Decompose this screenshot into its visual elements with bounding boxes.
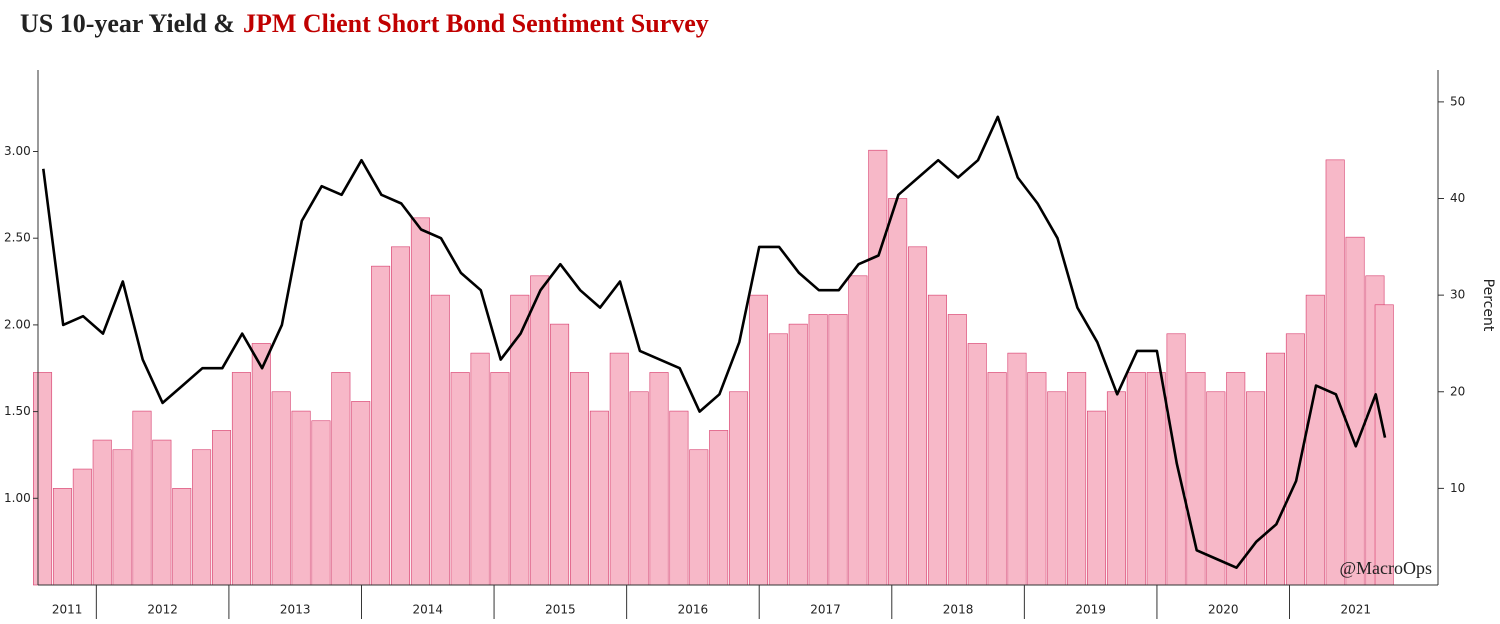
bar bbox=[1266, 352, 1286, 586]
bar bbox=[569, 372, 589, 586]
y2-axis-label: Percent bbox=[1480, 279, 1496, 332]
y2-tick-label: 40 bbox=[1450, 191, 1465, 205]
bar bbox=[649, 372, 669, 586]
x-tick-label: 2019 bbox=[1075, 603, 1106, 617]
title-part: JPM Client Short Bond Sentiment Survey bbox=[243, 9, 709, 38]
bar bbox=[947, 314, 967, 586]
bar bbox=[888, 198, 908, 586]
bar bbox=[351, 401, 371, 586]
bar bbox=[391, 246, 411, 586]
bar bbox=[251, 343, 271, 586]
yield-line bbox=[42, 115, 1387, 569]
y2-tick-label: 20 bbox=[1450, 384, 1465, 398]
chart-title: US 10-year Yield & JPM Client Short Bond … bbox=[20, 9, 709, 38]
bar bbox=[510, 294, 530, 586]
bar bbox=[868, 149, 888, 586]
annotation: @MacroOps bbox=[1339, 558, 1432, 578]
bar bbox=[291, 410, 311, 586]
x-tick-label: 2012 bbox=[147, 603, 178, 617]
x-tick-label: 2018 bbox=[943, 603, 974, 617]
bar bbox=[808, 314, 828, 586]
bar bbox=[490, 372, 510, 586]
bar bbox=[589, 410, 609, 586]
y-tick-label: 3.00 bbox=[4, 144, 31, 158]
bar bbox=[1047, 391, 1067, 586]
bar bbox=[609, 352, 629, 586]
bar bbox=[550, 323, 570, 586]
x-tick-label: 2020 bbox=[1208, 603, 1239, 617]
bar bbox=[927, 294, 947, 586]
bar bbox=[72, 468, 92, 586]
bar bbox=[132, 410, 152, 586]
bar bbox=[92, 439, 112, 586]
bar bbox=[848, 275, 868, 586]
x-tick-label: 2013 bbox=[280, 603, 311, 617]
bar bbox=[1027, 372, 1047, 586]
title-part: US 10-year Yield & bbox=[20, 9, 235, 38]
bar bbox=[331, 372, 351, 586]
bar bbox=[1246, 391, 1266, 586]
bar bbox=[530, 275, 550, 586]
bar bbox=[1226, 372, 1246, 586]
bar bbox=[1325, 159, 1345, 586]
bar bbox=[192, 449, 212, 586]
bar bbox=[410, 217, 430, 586]
bar bbox=[33, 372, 53, 586]
bar bbox=[470, 352, 490, 586]
y-tick-label: 1.50 bbox=[4, 404, 31, 418]
bar bbox=[1007, 352, 1027, 586]
bar bbox=[788, 323, 808, 586]
bar bbox=[967, 343, 987, 586]
bar bbox=[311, 420, 331, 586]
bar bbox=[430, 294, 450, 586]
y-tick-label: 1.00 bbox=[4, 491, 31, 505]
bar bbox=[669, 410, 689, 586]
bar bbox=[828, 314, 848, 586]
bar bbox=[152, 439, 172, 586]
bar bbox=[371, 265, 391, 586]
bar bbox=[212, 430, 232, 586]
bar bbox=[1087, 410, 1107, 586]
bar bbox=[908, 246, 928, 586]
bar bbox=[112, 449, 132, 586]
bar bbox=[629, 391, 649, 586]
bar bbox=[1374, 304, 1394, 586]
bar bbox=[1345, 236, 1365, 586]
bar bbox=[1067, 372, 1087, 586]
x-tick-label: 2017 bbox=[810, 603, 841, 617]
x-tick-label: 2021 bbox=[1341, 603, 1372, 617]
y2-tick-label: 30 bbox=[1450, 288, 1465, 302]
bar bbox=[172, 488, 192, 586]
bar bbox=[689, 449, 709, 586]
bar bbox=[1126, 372, 1146, 586]
x-tick-label: 2014 bbox=[412, 603, 443, 617]
bar bbox=[52, 488, 72, 586]
x-tick-label: 2015 bbox=[545, 603, 576, 617]
y2-tick-label: 50 bbox=[1450, 94, 1465, 108]
bar bbox=[1106, 391, 1126, 586]
bar bbox=[709, 430, 729, 586]
bar bbox=[1305, 294, 1325, 586]
bar bbox=[768, 333, 788, 586]
y2-tick-label: 10 bbox=[1450, 481, 1465, 495]
bar bbox=[271, 391, 291, 586]
bar bbox=[729, 391, 749, 586]
y-tick-label: 2.00 bbox=[4, 317, 31, 331]
bar bbox=[450, 372, 470, 586]
bar bbox=[987, 372, 1007, 586]
bar bbox=[231, 372, 251, 586]
y-tick-label: 2.50 bbox=[4, 231, 31, 245]
x-tick-label: 2011 bbox=[52, 603, 83, 617]
bar bbox=[748, 294, 768, 586]
bar bbox=[1146, 372, 1166, 586]
x-tick-label: 2016 bbox=[678, 603, 709, 617]
